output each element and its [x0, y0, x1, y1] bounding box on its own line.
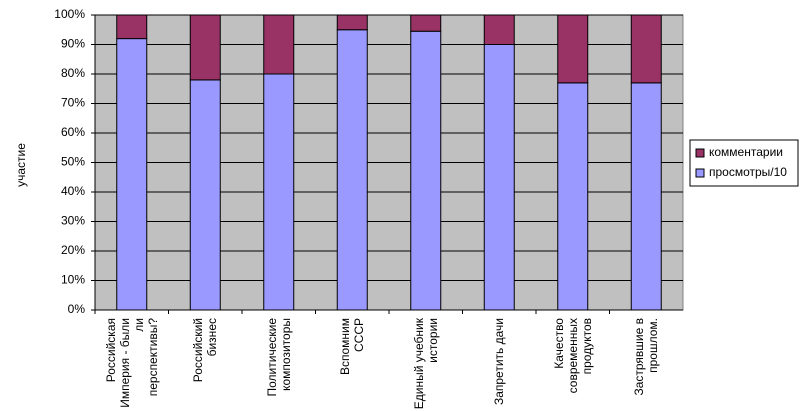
bar-segment — [630, 82, 662, 311]
y-tick-label: 80% — [61, 66, 85, 80]
legend-label: комментарии — [709, 145, 783, 159]
y-tick-label: 0% — [68, 302, 86, 316]
y-tick-label: 40% — [61, 184, 85, 198]
x-tick-label: Российская Империя - были ли перспективы… — [103, 318, 160, 408]
x-tick-label: Российский бизнес — [191, 318, 220, 383]
bar-segment — [410, 30, 442, 311]
y-tick-label: 10% — [61, 273, 85, 287]
bar-segment — [116, 38, 148, 311]
legend-box — [689, 139, 799, 187]
bar-segment — [483, 44, 515, 311]
y-tick-label: 30% — [61, 214, 85, 228]
legend-label: просмотры/10 — [709, 165, 787, 179]
x-tick-label: Запретить дачи — [492, 318, 507, 406]
bar-segment — [630, 14, 662, 84]
bar-segment — [189, 14, 221, 81]
bar-segment — [263, 14, 295, 75]
x-tick-label: Единый учебник истории — [411, 318, 440, 410]
bar-segment — [410, 14, 442, 32]
bar-segment — [263, 73, 295, 311]
bar-segment — [116, 14, 148, 40]
bar-segment — [483, 14, 515, 45]
y-tick-label: 70% — [61, 96, 85, 110]
x-tick-label: Вспомним СССР — [338, 318, 367, 376]
x-tick-label: Политические композиторы — [264, 318, 293, 397]
bar-segment — [557, 14, 589, 84]
legend-swatch — [695, 168, 705, 178]
bar-segment — [557, 82, 589, 311]
legend-swatch — [695, 148, 705, 158]
bar-segment — [336, 14, 368, 31]
y-tick-label: 20% — [61, 243, 85, 257]
bar-segment — [189, 79, 221, 311]
x-tick-label: Застрявшие в прошлом. — [632, 318, 661, 396]
y-axis-label: участие — [14, 143, 28, 187]
y-tick-label: 100% — [54, 7, 85, 21]
bar-segment — [336, 29, 368, 311]
y-tick-label: 50% — [61, 155, 85, 169]
x-tick-label: Качество современных продуктов — [551, 318, 594, 394]
y-tick-label: 60% — [61, 125, 85, 139]
y-tick-label: 90% — [61, 37, 85, 51]
